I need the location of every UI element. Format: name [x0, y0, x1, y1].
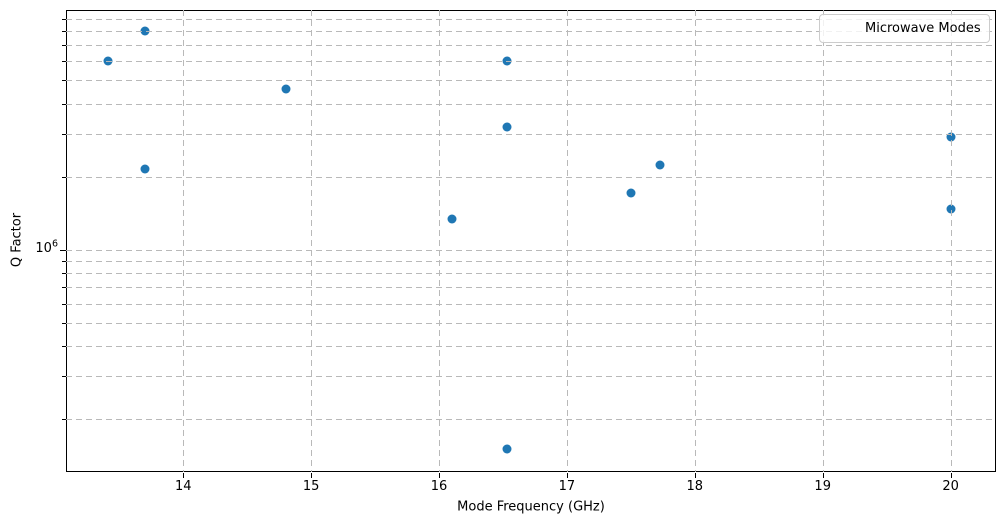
data-point	[140, 164, 150, 174]
y-tick-mark-minor	[62, 31, 66, 33]
plot-area	[66, 10, 996, 472]
x-tick-label: 20	[942, 479, 959, 494]
data-point	[626, 188, 636, 198]
y-tick-mark-minor	[62, 346, 66, 348]
y-axis-label: Q Factor	[9, 212, 25, 268]
x-tick-mark	[183, 473, 185, 478]
legend: Microwave Modes	[819, 14, 990, 43]
data-point	[140, 26, 150, 36]
x-tick-label: 19	[814, 479, 831, 494]
y-tick-mark-minor	[62, 45, 66, 47]
y-tick-mark-minor	[62, 273, 66, 275]
data-point	[655, 160, 665, 170]
data-point	[946, 204, 956, 214]
y-tick-mark-minor	[62, 176, 66, 178]
data-point	[502, 56, 512, 66]
data-point	[946, 132, 956, 142]
y-tick-mark-minor	[62, 61, 66, 63]
y-tick-mark-minor	[62, 18, 66, 20]
x-tick-mark	[694, 473, 696, 478]
x-tick-mark	[822, 473, 824, 478]
data-point	[447, 214, 457, 224]
x-tick-mark	[311, 473, 313, 478]
legend-entry-label: Microwave Modes	[865, 21, 981, 36]
data-point	[502, 444, 512, 454]
y-tick-mark-minor	[62, 419, 66, 421]
y-tick-label: 106	[35, 238, 58, 256]
y-tick-mark-minor	[62, 376, 66, 378]
x-tick-mark	[566, 473, 568, 478]
y-tick-mark-minor	[62, 287, 66, 289]
x-tick-label: 18	[686, 479, 704, 494]
y-tick-mark-minor	[62, 103, 66, 105]
legend-marker-icon	[835, 24, 844, 33]
y-tick-mark-minor	[62, 322, 66, 324]
x-tick-label: 16	[430, 479, 448, 494]
data-point	[281, 84, 291, 94]
data-point	[103, 56, 113, 66]
x-tick-mark	[439, 473, 441, 478]
data-point	[502, 122, 512, 132]
y-tick-mark-minor	[62, 303, 66, 305]
x-tick-label: 15	[302, 479, 320, 494]
y-tick-mark-minor	[62, 80, 66, 82]
x-tick-mark	[950, 473, 952, 478]
x-axis-label: Mode Frequency (GHz)	[457, 499, 605, 515]
y-tick-mark-minor	[62, 134, 66, 136]
x-tick-label: 17	[558, 479, 576, 494]
x-tick-label: 14	[174, 479, 192, 494]
y-tick-mark-minor	[62, 260, 66, 262]
y-tick-mark-major	[60, 249, 66, 251]
